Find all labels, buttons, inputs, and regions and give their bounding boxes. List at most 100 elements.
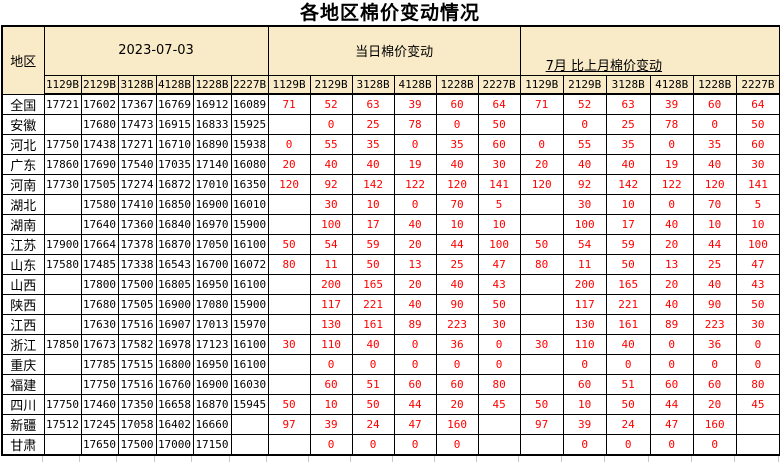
monthly-change-cell: 60 (692, 373, 737, 395)
price-cell: 17350 (117, 393, 157, 415)
daily-change-cell: 0 (393, 433, 437, 455)
region-cell: 四川 (1, 393, 45, 415)
price-cell: 17680 (80, 293, 119, 315)
grade-header-cell: 1228B (435, 74, 479, 95)
daily-change-cell (477, 433, 521, 455)
region-header-cell: 地区 (1, 25, 45, 95)
monthly-change-cell: 30 (562, 193, 607, 215)
daily-change-cell: 0 (435, 353, 479, 375)
monthly-change-cell: 11 (562, 253, 607, 275)
price-cell: 17338 (117, 253, 157, 275)
gridline-cell (477, 455, 519, 462)
region-cell: 湖北 (1, 193, 45, 215)
price-cell: 16900 (155, 293, 194, 315)
price-cell (43, 293, 82, 315)
daily-change-cell: 30 (267, 333, 311, 355)
monthly-change-cell: 223 (692, 313, 737, 335)
monthly-change-cell: 10 (605, 193, 651, 215)
daily-change-cell: 40 (435, 273, 479, 295)
price-cell: 17410 (117, 193, 157, 215)
monthly-change-cell: 10 (692, 213, 737, 235)
monthly-change-cell: 24 (605, 413, 651, 435)
price-cell: 17512 (43, 413, 82, 435)
price-cell: 17000 (155, 433, 194, 455)
monthly-change-cell: 40 (649, 293, 694, 315)
monthly-change-cell: 0 (649, 333, 694, 355)
gridline-cell (117, 455, 155, 462)
gridline-cell (1, 455, 43, 462)
monthly-change-cell: 122 (649, 173, 694, 195)
grade-header-cell: 4128B (155, 74, 194, 95)
daily-change-cell: 0 (267, 133, 311, 155)
monthly-change-cell: 64 (735, 93, 780, 115)
price-cell: 16543 (155, 253, 194, 275)
price-cell: 16100 (230, 353, 269, 375)
monthly-change-cell: 141 (735, 173, 780, 195)
price-cell: 16970 (192, 213, 232, 235)
price-cell: 17473 (117, 113, 157, 135)
daily-change-cell: 0 (477, 353, 521, 375)
gridline-cell (562, 455, 605, 462)
price-cell: 17800 (80, 273, 119, 295)
daily-change-cell: 110 (309, 333, 353, 355)
daily-change-cell: 80 (477, 373, 521, 395)
monthly-change-cell: 40 (562, 153, 607, 175)
price-cell: 16710 (155, 133, 194, 155)
daily-change-cell: 44 (393, 393, 437, 415)
gridline-cell (267, 455, 309, 462)
monthly-change-cell (519, 193, 564, 215)
monthly-change-cell: 51 (605, 373, 651, 395)
price-cell: 17123 (192, 333, 232, 355)
daily-change-cell: 50 (351, 253, 395, 275)
price-cell: 15938 (230, 133, 269, 155)
price-cell: 16660 (192, 413, 232, 435)
cotton-price-table: 地区 2023-07-03 当日棉价变动 7月 比上月棉价变动 1129B 212… (1, 25, 780, 456)
daily-change-cell: 30 (309, 193, 353, 215)
price-cell: 16100 (230, 273, 269, 295)
daily-change-cell: 19 (393, 153, 437, 175)
daily-change-cell: 161 (351, 313, 395, 335)
monthly-change-cell: 120 (692, 173, 737, 195)
region-cell: 山西 (1, 273, 45, 295)
daily-change-cell: 40 (435, 153, 479, 175)
monthly-change-cell: 0 (692, 433, 737, 455)
monthly-change-cell: 0 (519, 133, 564, 155)
table-row: 山西 17800 17500 16805 16950 16100 200 165 20 40 43 2… (1, 273, 780, 295)
grade-header-cell: 2129B (80, 74, 119, 95)
grade-header-cell: 2129B (309, 74, 353, 95)
price-cell (43, 313, 82, 335)
monthly-change-cell: 47 (649, 413, 694, 435)
daily-change-cell (267, 353, 311, 375)
monthly-change-cell: 36 (692, 333, 737, 355)
price-cell: 17580 (80, 193, 119, 215)
region-cell: 重庆 (1, 353, 45, 375)
monthly-change-cell: 43 (735, 273, 780, 295)
price-cell: 17690 (80, 153, 119, 175)
daily-change-cell: 47 (393, 413, 437, 435)
daily-change-cell: 60 (393, 373, 437, 395)
daily-change-cell: 10 (351, 193, 395, 215)
table-row: 全国 17721 17602 17367 16769 16912 16089 71 52 63 39… (1, 93, 780, 115)
price-cell: 17580 (43, 253, 82, 275)
daily-change-cell: 92 (309, 173, 353, 195)
daily-change-cell: 39 (393, 93, 437, 115)
gridline-cell (351, 455, 393, 462)
region-cell: 山东 (1, 253, 45, 275)
daily-change-cell: 63 (351, 93, 395, 115)
grade-header-cell: 2129B (562, 74, 607, 95)
price-cell: 17140 (192, 153, 232, 175)
daily-change-cell (267, 193, 311, 215)
daily-change-cell: 50 (351, 393, 395, 415)
price-cell: 16833 (192, 113, 232, 135)
price-cell: 17378 (117, 233, 157, 255)
price-cell: 17673 (80, 333, 119, 355)
price-cell (230, 413, 269, 435)
price-cell: 17664 (80, 233, 119, 255)
region-cell: 甘肃 (1, 433, 45, 455)
daily-change-cell: 160 (435, 413, 479, 435)
table-row: 河北 17750 17438 17271 16710 16890 15938 0 55 35 0 35… (1, 133, 780, 155)
daily-change-cell: 100 (477, 233, 521, 255)
table-body: 全国 17721 17602 17367 16769 16912 16089 71 52 63 39… (1, 93, 780, 455)
price-cell: 17860 (43, 153, 82, 175)
price-cell: 17515 (117, 353, 157, 375)
